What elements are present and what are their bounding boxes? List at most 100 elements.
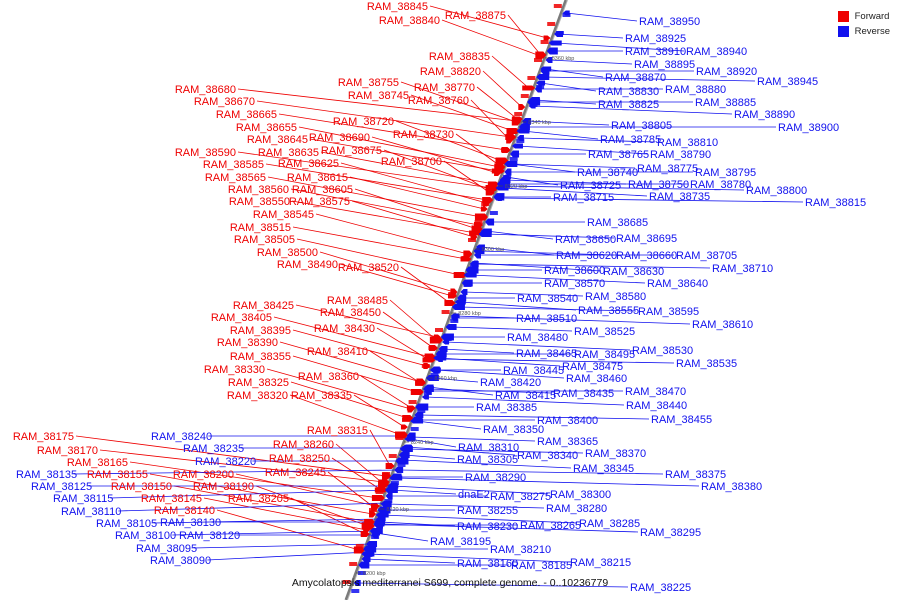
forward-gene-label[interactable]: RAM_38770 bbox=[414, 82, 475, 94]
forward-gene-label[interactable]: RAM_38565 bbox=[205, 172, 266, 184]
reverse-gene-label[interactable]: RAM_38785 bbox=[600, 134, 661, 146]
reverse-gene-label[interactable]: RAM_38600 bbox=[544, 265, 605, 277]
reverse-gene-label[interactable]: RAM_38370 bbox=[585, 448, 646, 460]
reverse-gene-label[interactable]: RAM_38775 bbox=[637, 163, 698, 175]
forward-gene-label[interactable]: RAM_38145 bbox=[141, 493, 202, 505]
forward-gene-label[interactable]: RAM_38450 bbox=[320, 307, 381, 319]
forward-gene-label[interactable]: RAM_38655 bbox=[236, 122, 297, 134]
reverse-gene-label[interactable]: RAM_38640 bbox=[647, 278, 708, 290]
forward-gene-label[interactable]: RAM_38140 bbox=[154, 505, 215, 517]
forward-gene-label[interactable]: RAM_38875 bbox=[445, 10, 506, 22]
reverse-gene-label[interactable]: RAM_38105 bbox=[96, 518, 157, 530]
reverse-gene-label[interactable]: RAM_38740 bbox=[577, 167, 638, 179]
reverse-gene-label[interactable]: RAM_38595 bbox=[638, 306, 699, 318]
reverse-gene-label[interactable]: RAM_38660 bbox=[616, 250, 677, 262]
reverse-gene-label[interactable]: RAM_38240 bbox=[151, 431, 212, 443]
forward-gene-label[interactable]: RAM_38605 bbox=[292, 184, 353, 196]
reverse-gene-label[interactable]: RAM_38750 bbox=[628, 179, 689, 191]
reverse-gene-label[interactable]: RAM_38215 bbox=[570, 557, 631, 569]
reverse-gene-label[interactable]: RAM_38705 bbox=[676, 250, 737, 262]
forward-gene-label[interactable]: RAM_38820 bbox=[420, 66, 481, 78]
forward-gene-label[interactable]: RAM_38320 bbox=[227, 390, 288, 402]
reverse-gene-label[interactable]: RAM_38265 bbox=[520, 520, 581, 532]
reverse-gene-label[interactable]: RAM_38695 bbox=[616, 233, 677, 245]
reverse-gene-label[interactable]: RAM_38895 bbox=[634, 59, 695, 71]
reverse-gene-label[interactable]: RAM_38630 bbox=[603, 266, 664, 278]
forward-gene-label[interactable]: RAM_38355 bbox=[230, 351, 291, 363]
reverse-gene-label[interactable]: RAM_38130 bbox=[160, 517, 221, 529]
forward-gene-label[interactable]: RAM_38505 bbox=[234, 234, 295, 246]
forward-gene-label[interactable]: RAM_38245 bbox=[265, 467, 326, 479]
reverse-gene-label[interactable]: RAM_38685 bbox=[587, 217, 648, 229]
reverse-gene-label[interactable]: RAM_38100 bbox=[115, 530, 176, 542]
forward-gene-label[interactable]: RAM_38425 bbox=[233, 300, 294, 312]
forward-gene-label[interactable]: RAM_38680 bbox=[175, 84, 236, 96]
reverse-gene-label[interactable]: RAM_38830 bbox=[598, 86, 659, 98]
reverse-gene-label[interactable]: RAM_38160 bbox=[457, 558, 518, 570]
forward-gene-label[interactable]: RAM_38410 bbox=[307, 346, 368, 358]
reverse-gene-label[interactable]: RAM_38715 bbox=[553, 192, 614, 204]
reverse-gene-label[interactable]: RAM_38900 bbox=[778, 122, 839, 134]
reverse-gene-label[interactable]: RAM_38650 bbox=[555, 234, 616, 246]
reverse-gene-label[interactable]: RAM_38120 bbox=[179, 530, 240, 542]
reverse-gene-label[interactable]: RAM_38925 bbox=[625, 33, 686, 45]
reverse-gene-label[interactable]: RAM_38210 bbox=[490, 544, 551, 556]
forward-gene-label[interactable]: RAM_38335 bbox=[291, 390, 352, 402]
forward-gene-label[interactable]: RAM_38550 bbox=[229, 196, 290, 208]
forward-gene-label[interactable]: RAM_38700 bbox=[381, 156, 442, 168]
reverse-gene-label[interactable]: RAM_38535 bbox=[676, 358, 737, 370]
reverse-gene-label[interactable]: RAM_38400 bbox=[537, 415, 598, 427]
reverse-gene-label[interactable]: RAM_38185 bbox=[511, 560, 572, 572]
reverse-gene-label[interactable]: RAM_38445 bbox=[503, 365, 564, 377]
reverse-gene-label[interactable]: RAM_38285 bbox=[579, 518, 640, 530]
forward-gene-label[interactable]: RAM_38150 bbox=[111, 481, 172, 493]
reverse-gene-label[interactable]: RAM_38800 bbox=[746, 185, 807, 197]
reverse-gene-label[interactable]: RAM_38810 bbox=[657, 137, 718, 149]
reverse-gene-label[interactable]: RAM_38300 bbox=[550, 489, 611, 501]
reverse-gene-label[interactable]: RAM_38290 bbox=[465, 472, 526, 484]
forward-gene-label[interactable]: RAM_38485 bbox=[327, 295, 388, 307]
forward-gene-label[interactable]: RAM_38675 bbox=[321, 145, 382, 157]
forward-gene-label[interactable]: RAM_38520 bbox=[338, 262, 399, 274]
reverse-gene-label[interactable]: RAM_38610 bbox=[692, 319, 753, 331]
forward-gene-label[interactable]: RAM_38430 bbox=[314, 323, 375, 335]
reverse-gene-label[interactable]: RAM_38580 bbox=[585, 291, 646, 303]
reverse-gene-label[interactable]: RAM_38255 bbox=[457, 505, 518, 517]
forward-gene-label[interactable]: RAM_38490 bbox=[277, 259, 338, 271]
forward-gene-label[interactable]: RAM_38665 bbox=[216, 109, 277, 121]
reverse-gene-label[interactable]: RAM_38870 bbox=[605, 72, 666, 84]
reverse-gene-label[interactable]: RAM_38125 bbox=[31, 481, 92, 493]
reverse-gene-label[interactable]: RAM_38235 bbox=[183, 443, 244, 455]
forward-gene-label[interactable]: RAM_38760 bbox=[408, 95, 469, 107]
reverse-gene-label[interactable]: RAM_38415 bbox=[495, 390, 556, 402]
reverse-gene-label[interactable]: RAM_38195 bbox=[430, 536, 491, 548]
reverse-gene-label[interactable]: RAM_38945 bbox=[757, 76, 818, 88]
forward-gene-label[interactable]: RAM_38360 bbox=[298, 371, 359, 383]
reverse-gene-label[interactable]: RAM_38440 bbox=[626, 400, 687, 412]
reverse-gene-label[interactable]: RAM_38225 bbox=[630, 582, 691, 594]
reverse-gene-label[interactable]: RAM_38280 bbox=[546, 503, 607, 515]
reverse-gene-label[interactable]: RAM_38295 bbox=[640, 527, 701, 539]
reverse-gene-label[interactable]: RAM_38940 bbox=[686, 46, 747, 58]
forward-gene-label[interactable]: RAM_38260 bbox=[273, 439, 334, 451]
forward-gene-label[interactable]: RAM_38625 bbox=[278, 158, 339, 170]
reverse-gene-label[interactable]: RAM_38465 bbox=[516, 348, 577, 360]
reverse-gene-label[interactable]: RAM_38790 bbox=[650, 149, 711, 161]
reverse-gene-label[interactable]: RAM_38455 bbox=[651, 414, 712, 426]
reverse-gene-label[interactable]: RAM_38435 bbox=[553, 388, 614, 400]
forward-gene-label[interactable]: RAM_38515 bbox=[230, 222, 291, 234]
forward-gene-label[interactable]: RAM_38165 bbox=[67, 457, 128, 469]
forward-gene-label[interactable]: RAM_38390 bbox=[217, 337, 278, 349]
reverse-gene-label[interactable]: RAM_38540 bbox=[517, 293, 578, 305]
reverse-gene-label[interactable]: RAM_38375 bbox=[665, 469, 726, 481]
forward-gene-label[interactable]: RAM_38405 bbox=[211, 312, 272, 324]
reverse-gene-label[interactable]: RAM_38890 bbox=[734, 109, 795, 121]
reverse-gene-label[interactable]: RAM_38495 bbox=[574, 349, 635, 361]
forward-gene-label[interactable]: RAM_38845 bbox=[367, 1, 428, 13]
reverse-gene-label[interactable]: RAM_38525 bbox=[574, 326, 635, 338]
forward-gene-label[interactable]: RAM_38175 bbox=[13, 431, 74, 443]
forward-gene-label[interactable]: RAM_38670 bbox=[194, 96, 255, 108]
reverse-gene-label[interactable]: RAM_38920 bbox=[696, 66, 757, 78]
forward-gene-label[interactable]: RAM_38590 bbox=[175, 147, 236, 159]
reverse-gene-label[interactable]: RAM_38385 bbox=[476, 402, 537, 414]
